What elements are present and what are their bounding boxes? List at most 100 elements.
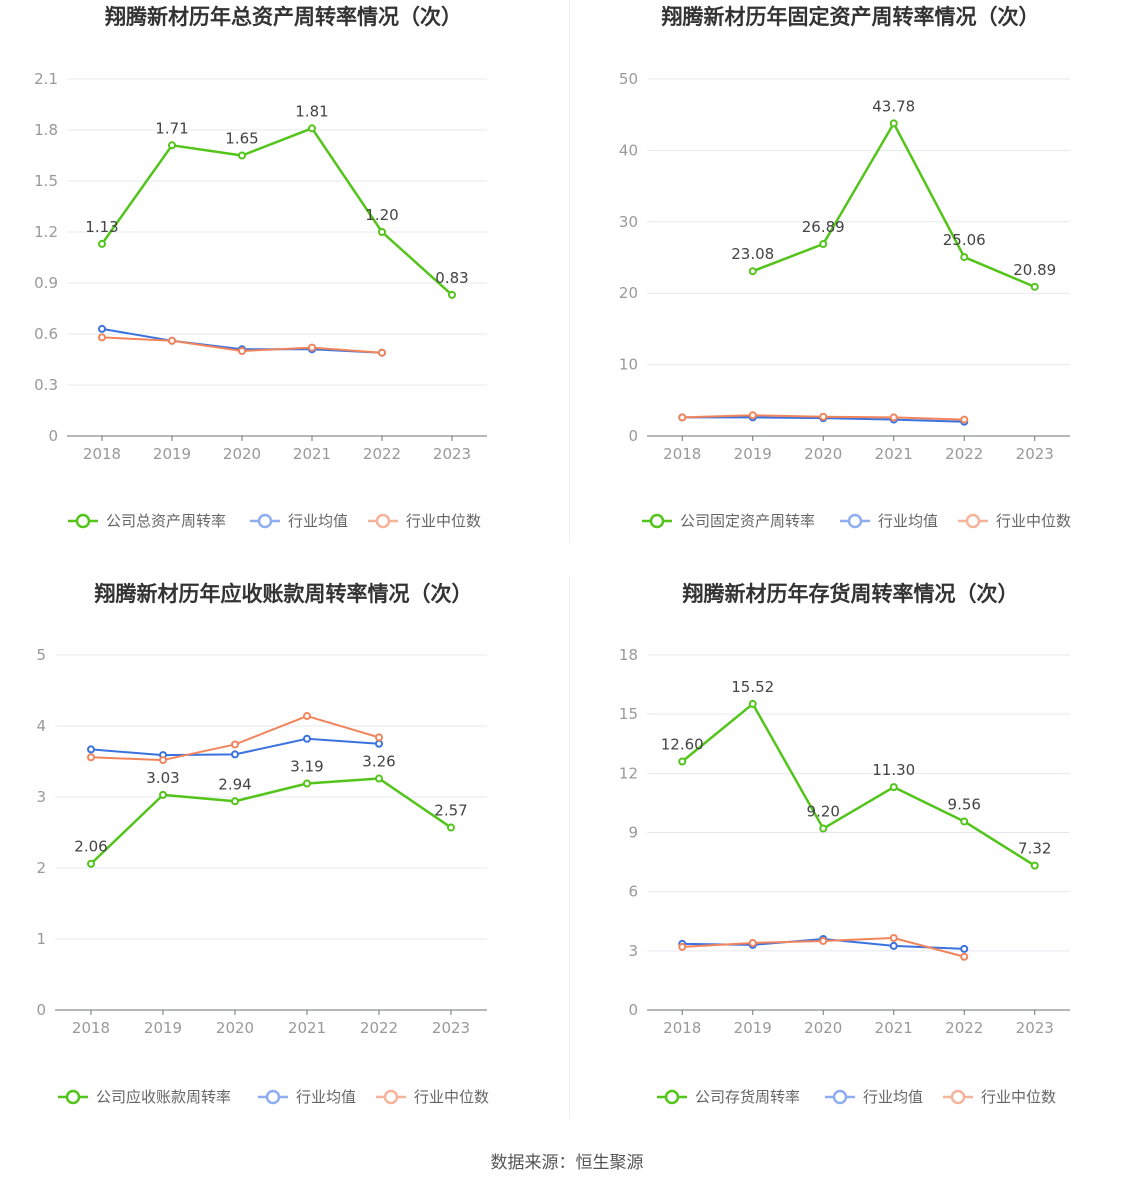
x-tick-label: 2021 [288, 1019, 326, 1037]
legend-label: 公司存货周转率 [695, 1088, 800, 1106]
legend-label: 行业均值 [296, 1088, 356, 1106]
data-label: 23.08 [731, 245, 774, 263]
data-label: 9.56 [948, 795, 981, 813]
legend-marker-icon [649, 513, 665, 529]
data-point [303, 779, 311, 788]
data-point [238, 151, 246, 160]
legend-marker-icon [832, 1089, 848, 1105]
legend-label: 行业均值 [288, 512, 348, 530]
data-point [308, 343, 316, 352]
y-tick-label: 30 [619, 213, 638, 231]
data-point [238, 347, 246, 355]
data-label: 3.26 [362, 753, 395, 771]
x-tick-label: 2022 [363, 445, 401, 463]
data-label: 1.13 [85, 218, 118, 236]
data-point [748, 938, 757, 947]
legend-marker-icon [257, 513, 273, 529]
legend-label: 行业中位数 [996, 512, 1071, 530]
x-tick-label: 2020 [216, 1019, 254, 1037]
data-point [889, 941, 898, 950]
data-point [98, 324, 106, 333]
legend-marker-icon [65, 1089, 81, 1105]
y-tick-label: 12 [619, 764, 638, 782]
x-tick-label: 2018 [663, 445, 701, 463]
y-tick-label: 0.3 [34, 376, 58, 394]
y-tick-label: 18 [619, 646, 638, 664]
data-point [168, 141, 176, 150]
y-tick-label: 40 [619, 141, 638, 159]
chart-panel-total-asset-turnover: 翔腾新材历年总资产周转率情况（次） 0 0.3 0.6 0.9 1.2 1.5 1.8 2.1 2… [0, 0, 567, 576]
data-label: 11.30 [872, 761, 915, 779]
data-point [1030, 861, 1039, 870]
data-label: 1.71 [155, 119, 188, 137]
data-point [960, 817, 969, 826]
chart-svg: 翔腾新材历年存货周转率情况（次） 0 3 6 9 12 15 18 2018 2019 2020 20… [619, 582, 1070, 1106]
data-label: 0.83 [435, 269, 468, 287]
legend-label: 行业中位数 [406, 512, 481, 530]
data-point [678, 757, 687, 766]
series-line [752, 122, 1036, 288]
y-tick-label: 2.1 [34, 70, 58, 88]
data-label: 12.60 [661, 736, 704, 754]
x-tick-label: 2020 [804, 445, 842, 463]
y-tick-label: 20 [619, 284, 638, 302]
chart-panel-fixed-asset-turnover: 翔腾新材历年固定资产周转率情况（次） 0 10 20 30 40 50 2018 2019 202… [567, 0, 1134, 576]
divider-top [569, 0, 570, 542]
x-tick-label: 2023 [1016, 1019, 1054, 1037]
y-tick-label: 1.8 [34, 121, 58, 139]
y-tick-label: 10 [619, 356, 638, 374]
data-point [303, 712, 311, 721]
data-point [889, 934, 898, 943]
x-tick-label: 2023 [1016, 445, 1054, 463]
data-label: 20.89 [1013, 261, 1056, 279]
data-point [960, 952, 969, 961]
x-tick-label: 2021 [875, 1019, 913, 1037]
data-point [748, 699, 757, 708]
data-point [378, 348, 386, 357]
data-point [889, 413, 898, 422]
x-tick-label: 2019 [734, 1019, 772, 1037]
y-tick-label: 3 [628, 942, 638, 960]
x-tick-label: 2020 [804, 1019, 842, 1037]
y-tick-label: 0 [48, 427, 58, 445]
y-tick-label: 2 [36, 859, 46, 877]
data-point [889, 119, 898, 128]
y-tick-label: 50 [619, 70, 638, 88]
data-point [819, 240, 828, 249]
chart-panel-inventory-turnover: 翔腾新材历年存货周转率情况（次） 0 3 6 9 12 15 18 2018 2019 2020 20… [567, 576, 1134, 1152]
legend-label: 公司应收账款周转率 [96, 1088, 231, 1106]
series-line [100, 127, 453, 296]
data-point [159, 790, 167, 799]
x-tick-label: 2022 [945, 445, 983, 463]
data-label: 9.20 [807, 803, 840, 821]
data-point [87, 745, 95, 754]
x-tick-label: 2023 [432, 1019, 470, 1037]
data-point [748, 267, 757, 276]
data-point [447, 823, 455, 832]
data-label: 26.89 [802, 218, 845, 236]
legend-marker-icon [383, 1089, 399, 1105]
legend-marker-icon [265, 1089, 281, 1105]
legend-marker-icon [950, 1089, 966, 1105]
data-point [889, 783, 898, 792]
data-label: 2.57 [434, 802, 467, 820]
y-tick-label: 0.6 [34, 325, 58, 343]
x-tick-label: 2018 [663, 1019, 701, 1037]
data-point [448, 290, 456, 299]
legend-label: 公司总资产周转率 [106, 512, 226, 530]
data-point [819, 412, 828, 421]
x-tick-label: 2018 [72, 1019, 110, 1037]
y-tick-label: 0 [628, 427, 638, 445]
data-point [87, 753, 95, 762]
chart-title: 翔腾新材历年存货周转率情况（次） [683, 582, 1019, 606]
y-tick-label: 6 [628, 883, 638, 901]
data-point [819, 824, 828, 833]
data-point [748, 411, 757, 420]
data-point [819, 936, 828, 945]
x-tick-label: 2021 [875, 445, 913, 463]
data-point [231, 750, 239, 759]
chart-title: 翔腾新材历年总资产周转率情况（次） [105, 5, 462, 29]
legend-marker-icon [847, 513, 863, 529]
data-label: 15.52 [731, 678, 774, 696]
data-label: 43.78 [872, 97, 915, 115]
